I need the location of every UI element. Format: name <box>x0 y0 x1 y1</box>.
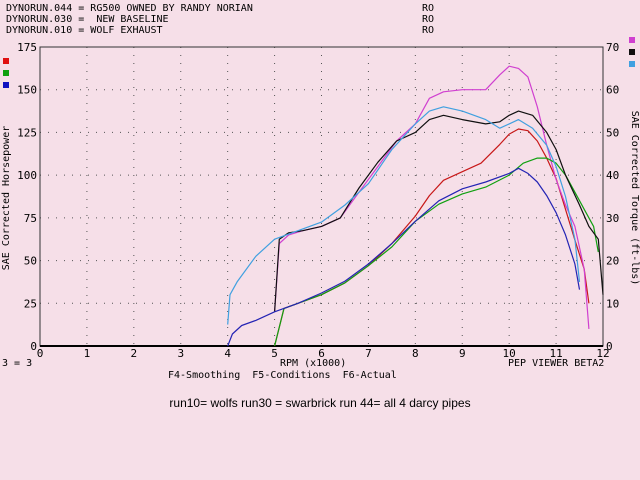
legend-desc: WOLF EXHAUST <box>90 25 163 36</box>
x-tick-label: 11 <box>549 347 562 360</box>
x-tick-label: 7 <box>365 347 372 360</box>
x-tick-label: 3 <box>177 347 184 360</box>
legend-entry-044: DYNORUN.044 = RG500 OWNED BY RANDY NORIA… <box>6 3 253 14</box>
x-tick-label: 5 <box>271 347 278 360</box>
hp-legend-square <box>3 58 9 64</box>
y2-axis-label: SAE Corrected Torque (ft-lbs) <box>629 111 640 286</box>
x-tick-label: 12 <box>596 347 609 360</box>
x-tick-label: 2 <box>131 347 138 360</box>
torque-legend-square <box>629 49 635 55</box>
hp-legend-square <box>3 70 9 76</box>
y2-tick-label: 0 <box>606 340 613 353</box>
series-line <box>274 65 590 329</box>
torque-legend-square <box>629 37 635 43</box>
viewer-label: PEP VIEWER BETA2 <box>508 358 605 369</box>
legend-file: DYNORUN.044 <box>6 3 73 14</box>
y-axis-label: SAE Corrected Horsepower <box>1 126 12 271</box>
series-line <box>274 110 604 312</box>
y2-tick-label: 40 <box>606 169 619 182</box>
y2-tick-label: 60 <box>606 84 619 97</box>
hp-legend-square <box>3 82 9 88</box>
legend-desc: NEW BASELINE <box>90 14 169 25</box>
function-keys: F4-Smoothing F5-Conditions F6-Actual <box>168 370 397 381</box>
y-tick-label: 175 <box>17 41 37 54</box>
legend-file: DYNORUN.010 <box>6 25 73 36</box>
x-tick-label: 6 <box>318 347 325 360</box>
footer-left: 3 = 3 <box>2 358 33 369</box>
y2-tick-label: 10 <box>606 297 619 310</box>
y-tick-label: 25 <box>24 297 37 310</box>
x-tick-label: 1 <box>84 347 91 360</box>
series-line <box>274 128 590 347</box>
chart-grid <box>39 46 604 347</box>
x-tick-label: 10 <box>503 347 516 360</box>
series-line <box>274 157 599 347</box>
y2-tick-label: 20 <box>606 255 619 268</box>
legend-separator: = <box>72 3 91 14</box>
legend-tag: RO <box>422 14 435 25</box>
legend-color-squares <box>3 37 635 88</box>
series-line <box>227 106 581 325</box>
y-tick-label: 150 <box>17 84 37 97</box>
legend-entry-030: DYNORUN.030 = NEW BASELINE <box>6 14 169 25</box>
plot-frame <box>39 46 604 347</box>
legend-separator: = <box>72 14 91 25</box>
series-line <box>227 167 581 347</box>
torque-legend-square <box>629 61 635 67</box>
legend-separator: = <box>72 25 91 36</box>
legend-entry-010: DYNORUN.010 = WOLF EXHAUST <box>6 25 163 36</box>
x-tick-label: 8 <box>412 347 419 360</box>
x-tick-label: 0 <box>37 347 44 360</box>
legend-tag: RO <box>422 3 435 14</box>
y2-tick-label: 50 <box>606 126 619 139</box>
y2-tick-label: 30 <box>606 212 619 225</box>
legend-tag: RO <box>422 25 435 36</box>
x-tick-label: 9 <box>459 347 466 360</box>
x-tick-label: 4 <box>224 347 231 360</box>
y-tick-label: 50 <box>24 255 37 268</box>
chart-series <box>227 65 604 347</box>
y-tick-label: 75 <box>24 212 37 225</box>
y-tick-label: 100 <box>17 169 37 182</box>
chart-axes <box>39 46 604 347</box>
y-tick-label: 125 <box>17 126 37 139</box>
y-tick-label: 0 <box>30 340 37 353</box>
legend-file: DYNORUN.030 <box>6 14 73 25</box>
run-notes: run10= wolfs run30 = swarbrick run 44= a… <box>169 396 471 410</box>
x-axis-label: RPM (x1000) <box>280 358 347 369</box>
legend-desc: RG500 OWNED BY RANDY NORIAN <box>90 3 253 14</box>
y2-tick-label: 70 <box>606 41 619 54</box>
